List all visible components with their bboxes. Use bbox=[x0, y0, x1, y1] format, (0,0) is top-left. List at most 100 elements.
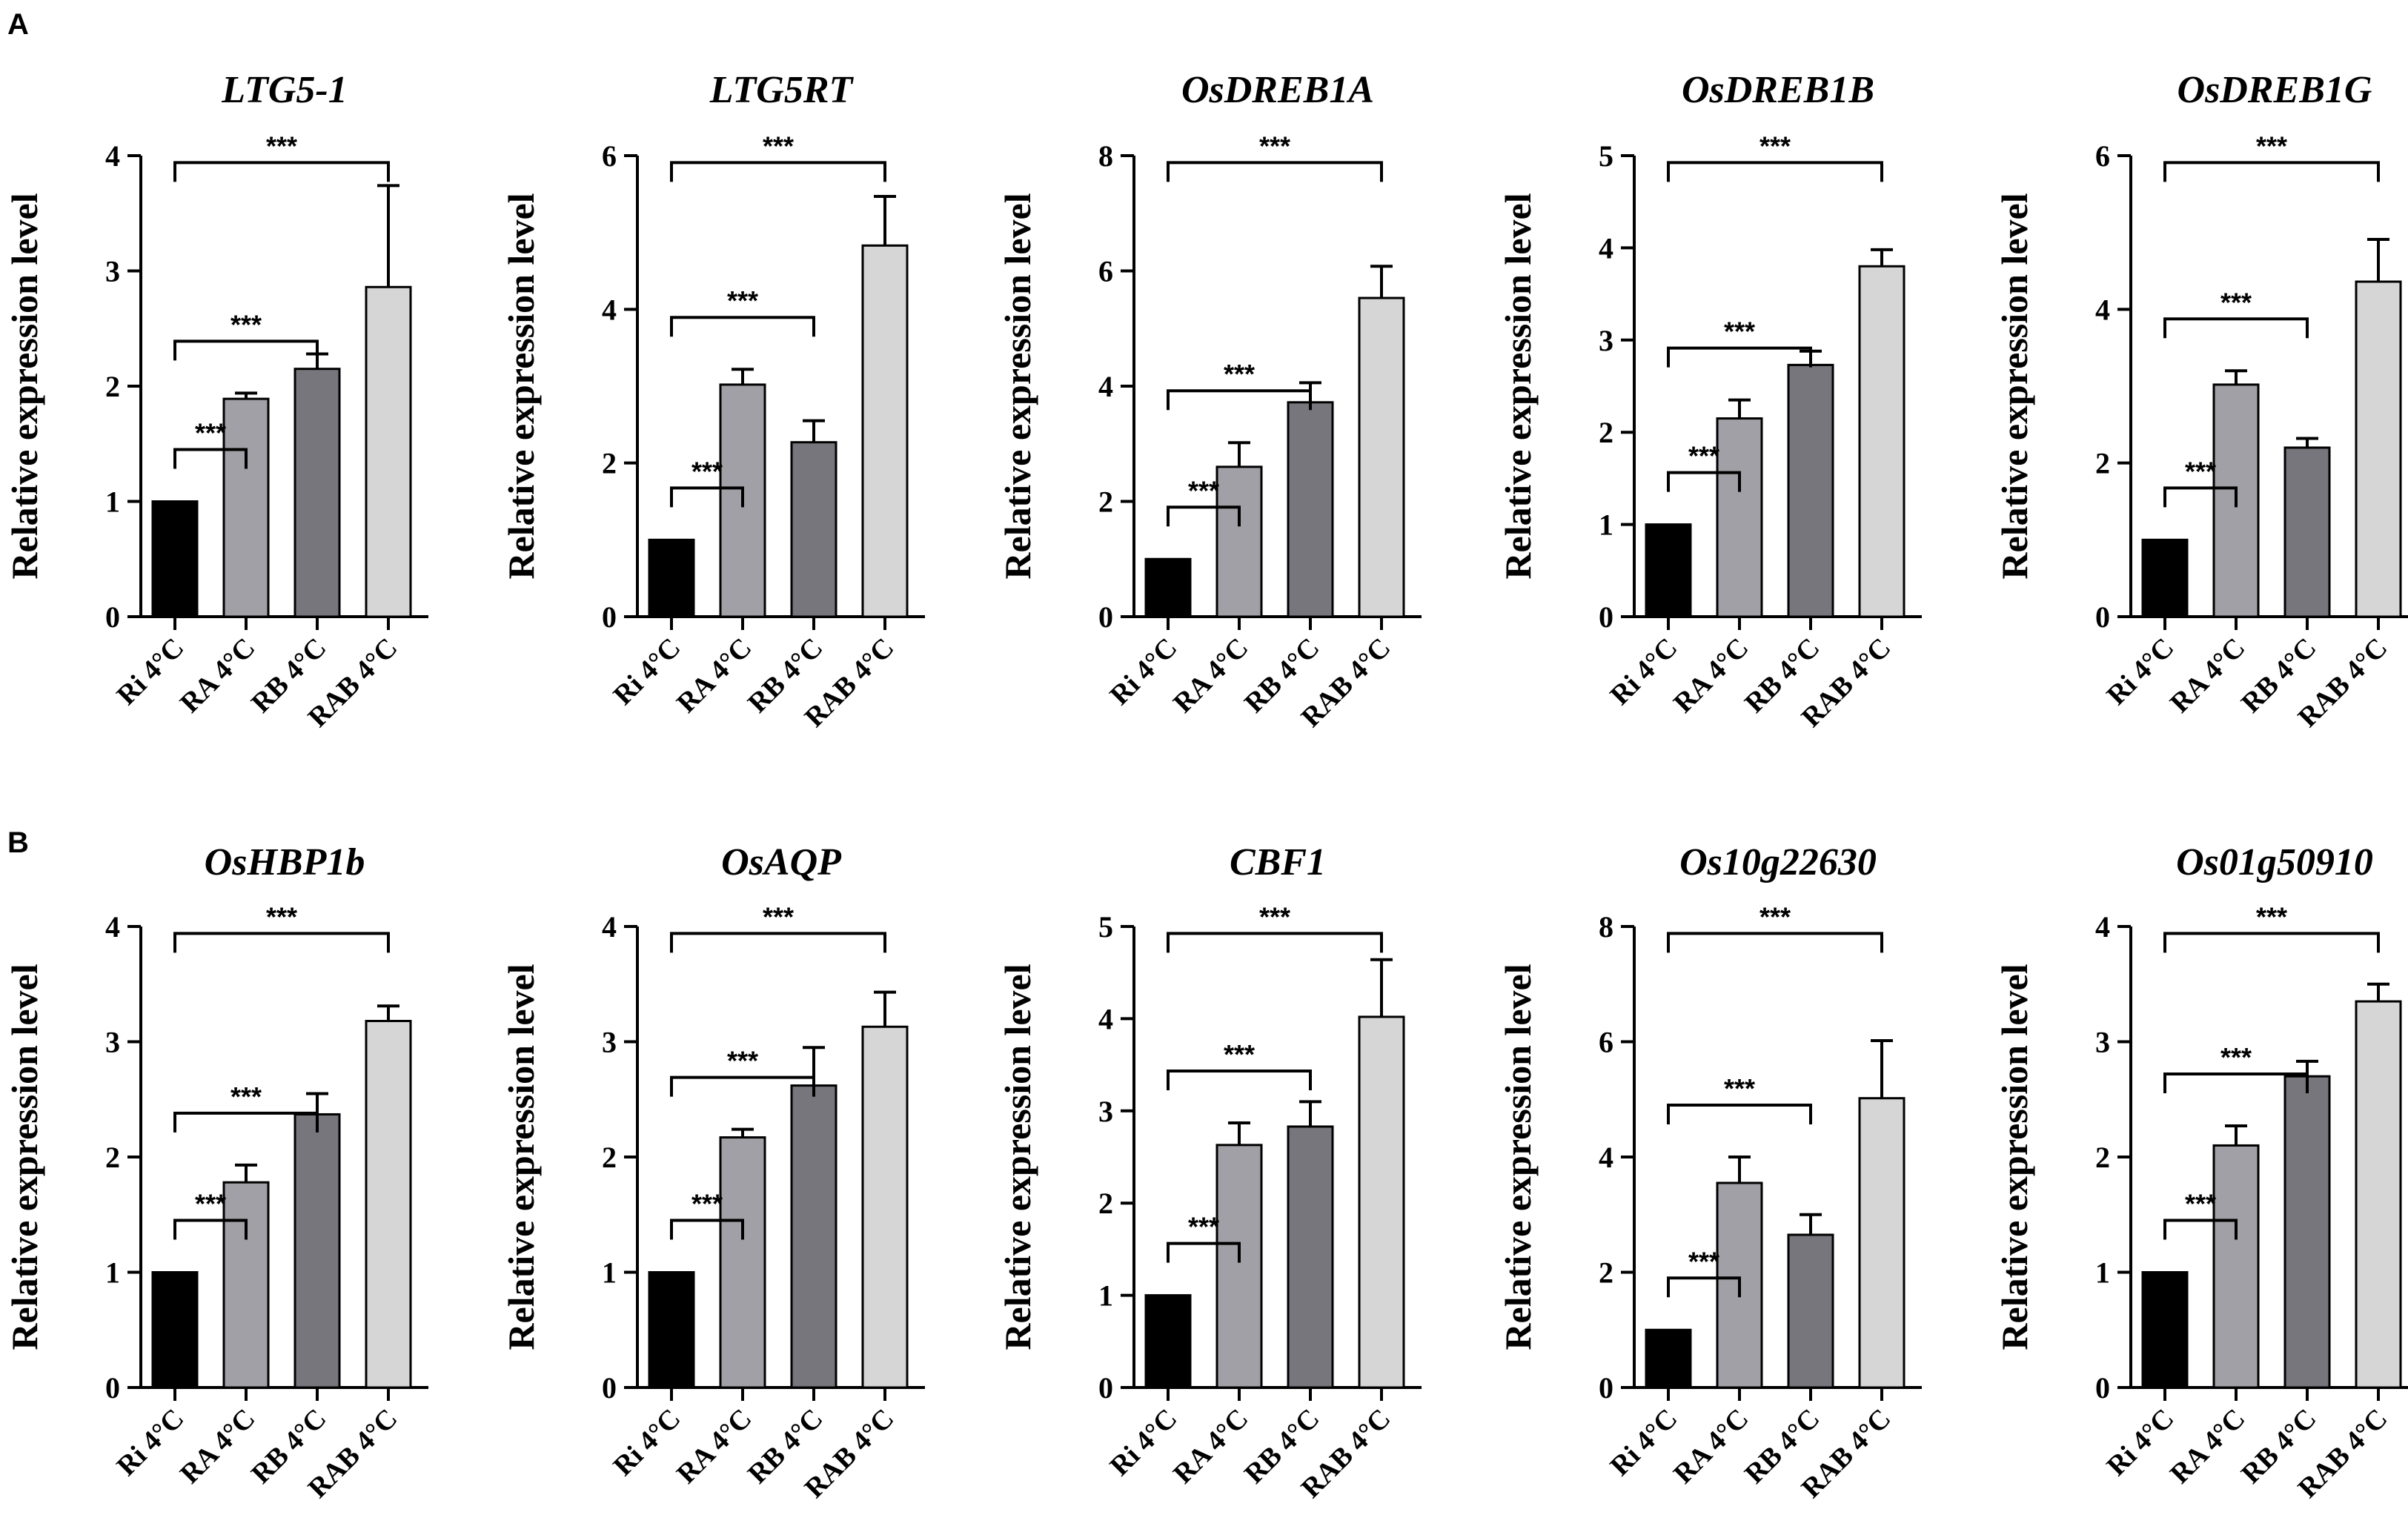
bar-3 bbox=[790, 1084, 838, 1389]
significance-label: *** bbox=[1224, 359, 1255, 389]
y-axis-label: Relative expression level bbox=[1994, 964, 2035, 1350]
significance-bracket bbox=[2163, 1072, 2309, 1094]
bar-1 bbox=[2141, 538, 2189, 618]
significance-bracket bbox=[2163, 932, 2380, 953]
significance-bracket bbox=[1667, 1276, 1741, 1298]
significance-label: *** bbox=[1188, 475, 1219, 505]
significance-label: *** bbox=[1724, 1073, 1755, 1104]
bar-4 bbox=[1358, 1015, 1405, 1389]
y-tick-label: 0 bbox=[1098, 1371, 1113, 1405]
panel-label-b: B bbox=[7, 826, 29, 859]
chart-title: OsDREB1G bbox=[2178, 69, 2372, 111]
bar-4 bbox=[2355, 1000, 2402, 1389]
y-tick-label: 0 bbox=[2095, 600, 2110, 634]
y-axis-label: Relative expression level bbox=[500, 964, 542, 1350]
significance-bracket bbox=[670, 1075, 815, 1097]
y-tick-label: 0 bbox=[1599, 600, 1613, 634]
significance-bracket bbox=[1667, 471, 1741, 492]
y-tick-label: 0 bbox=[1599, 1371, 1613, 1405]
significance-label: *** bbox=[230, 1081, 262, 1112]
significance-bracket bbox=[173, 1111, 319, 1133]
significance-label: *** bbox=[763, 901, 794, 932]
x-tick-label: RA 4°C bbox=[1167, 1403, 1254, 1490]
chart-4: OsDREB1B Relative expression level 0 1 2 3 4 5 R… bbox=[1497, 69, 1922, 733]
y-tick-label: 0 bbox=[2095, 1371, 2110, 1405]
chart-title: OsHBP1b bbox=[205, 841, 365, 883]
y-axis-label: Relative expression level bbox=[500, 193, 542, 579]
bar-2 bbox=[719, 1136, 766, 1389]
significance-label: *** bbox=[266, 130, 297, 161]
bar-3 bbox=[1787, 363, 1834, 618]
bar-3 bbox=[1287, 401, 1334, 618]
significance-bracket bbox=[1667, 346, 1812, 368]
x-tick-label: RA 4°C bbox=[1668, 1403, 1754, 1490]
significance-label: *** bbox=[727, 1046, 758, 1076]
y-tick-label: 8 bbox=[1098, 139, 1113, 173]
chart-title: CBF1 bbox=[1230, 841, 1326, 883]
bar-1 bbox=[1144, 557, 1192, 618]
bar-1 bbox=[1645, 1328, 1692, 1389]
significance-bracket bbox=[1167, 161, 1383, 182]
significance-label: *** bbox=[230, 309, 262, 339]
y-tick-label: 6 bbox=[1098, 255, 1113, 288]
significance-bracket bbox=[670, 486, 744, 508]
significance-bracket bbox=[1667, 161, 1883, 182]
bar-3 bbox=[293, 1113, 341, 1389]
chart-9: Os10g22630 Relative expression level 0 2 4 6 8… bbox=[1497, 841, 1922, 1504]
y-tick-label: 4 bbox=[1599, 231, 1613, 265]
bar-4 bbox=[365, 1020, 412, 1389]
bar-1 bbox=[151, 500, 199, 618]
significance-label: *** bbox=[1759, 130, 1791, 161]
y-tick-label: 2 bbox=[602, 1141, 617, 1174]
significance-label: *** bbox=[1688, 1246, 1719, 1276]
bar-1 bbox=[151, 1271, 199, 1389]
y-tick-label: 4 bbox=[602, 910, 617, 944]
y-tick-label: 8 bbox=[1599, 910, 1613, 944]
y-tick-label: 2 bbox=[105, 370, 120, 403]
significance-bracket bbox=[670, 932, 886, 953]
significance-label: *** bbox=[1759, 901, 1791, 932]
bar-2 bbox=[1215, 1144, 1263, 1389]
panel-label-a: A bbox=[7, 8, 29, 41]
significance-bracket bbox=[173, 932, 390, 953]
x-tick-label: RA 4°C bbox=[2164, 632, 2251, 719]
y-tick-label: 0 bbox=[105, 600, 120, 634]
y-tick-label: 0 bbox=[602, 1371, 617, 1405]
bar-4 bbox=[1358, 296, 1405, 618]
y-tick-label: 3 bbox=[2095, 1026, 2110, 1059]
significance-bracket bbox=[2163, 161, 2380, 182]
significance-label: *** bbox=[2256, 901, 2287, 932]
y-axis-label: Relative expression level bbox=[997, 193, 1038, 579]
x-tick-label: RA 4°C bbox=[671, 632, 757, 719]
y-tick-label: 3 bbox=[105, 1026, 120, 1059]
significance-bracket bbox=[1167, 505, 1241, 527]
y-tick-label: 2 bbox=[2095, 447, 2110, 480]
x-tick-label: RA 4°C bbox=[174, 1403, 261, 1490]
y-tick-label: 4 bbox=[1098, 1002, 1113, 1035]
significance-bracket bbox=[1167, 389, 1312, 411]
y-tick-label: 3 bbox=[1599, 324, 1613, 357]
chart-title: LTG5-1 bbox=[221, 69, 347, 111]
y-axis-label: Relative expression level bbox=[1497, 964, 1539, 1350]
bar-1 bbox=[648, 1271, 695, 1389]
y-axis-label: Relative expression level bbox=[1994, 193, 2035, 579]
y-tick-label: 2 bbox=[602, 447, 617, 480]
significance-bracket bbox=[670, 161, 886, 182]
significance-bracket bbox=[173, 448, 248, 469]
significance-label: *** bbox=[2185, 456, 2216, 486]
y-tick-label: 3 bbox=[1098, 1095, 1113, 1128]
significance-bracket bbox=[173, 161, 390, 182]
y-tick-label: 4 bbox=[602, 293, 617, 326]
significance-label: *** bbox=[691, 1189, 723, 1219]
significance-label: *** bbox=[1188, 1212, 1219, 1242]
significance-bracket bbox=[2163, 1219, 2238, 1240]
y-tick-label: 2 bbox=[1098, 1187, 1113, 1220]
y-tick-label: 4 bbox=[105, 139, 120, 173]
bar-1 bbox=[648, 538, 695, 618]
y-tick-label: 5 bbox=[1599, 139, 1613, 173]
y-axis-label: Relative expression level bbox=[1497, 193, 1539, 579]
